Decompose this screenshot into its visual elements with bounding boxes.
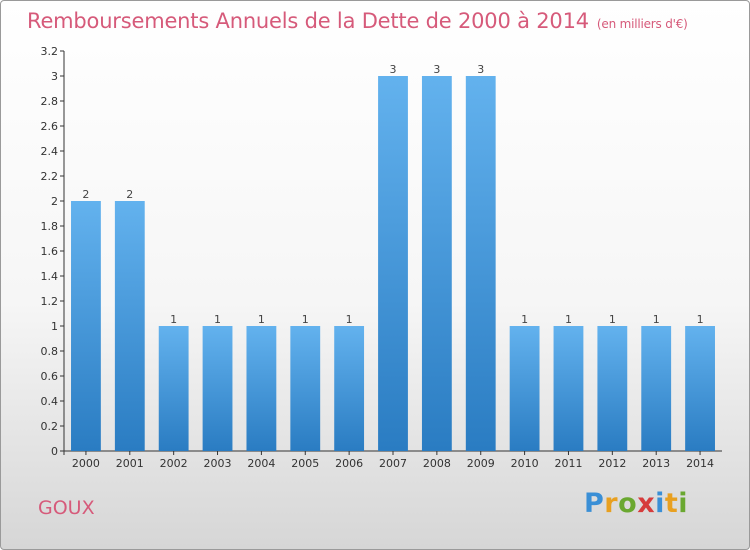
data-label: 2: [126, 188, 133, 201]
data-label: 1: [653, 313, 660, 326]
x-tick-label: 2008: [423, 457, 451, 470]
y-tick-label: 3: [51, 70, 58, 83]
bar: [641, 326, 672, 451]
y-tick-label: 3.2: [41, 45, 59, 58]
data-label: 1: [697, 313, 704, 326]
x-tick-label: 2005: [291, 457, 319, 470]
bar: [158, 326, 189, 451]
x-tick-label: 2011: [554, 457, 582, 470]
data-label: 3: [433, 63, 440, 76]
bar: [290, 326, 321, 451]
logo-letter: r: [604, 488, 619, 519]
bar: [465, 76, 496, 451]
y-tick-label: 2.4: [41, 145, 59, 158]
chart-subtitle: (en milliers d'€): [596, 17, 688, 31]
x-tick-label: 2002: [160, 457, 188, 470]
y-tick-label: 2.6: [41, 120, 59, 133]
data-label: 1: [346, 313, 353, 326]
bar: [71, 201, 101, 451]
x-tick-label: 2006: [335, 457, 363, 470]
y-tick-label: 1.4: [41, 270, 59, 283]
x-tick-label: 2001: [116, 457, 144, 470]
x-tick-label: 2007: [379, 457, 407, 470]
bar: [553, 326, 584, 451]
y-tick-label: 0.2: [41, 420, 59, 433]
y-tick-label: 2.2: [41, 170, 59, 183]
logo-letter: P: [584, 488, 605, 519]
chart-title: Remboursements Annuels de la Dette de 20…: [27, 9, 688, 33]
data-label: 3: [390, 63, 397, 76]
bar: [685, 326, 715, 451]
y-tick-label: 1: [51, 320, 58, 333]
proxiti-logo: Proxiti: [584, 488, 688, 519]
x-tick-label: 2012: [598, 457, 626, 470]
y-tick-label: 0: [51, 445, 58, 458]
y-tick-label: 1.6: [41, 245, 59, 258]
data-label: 1: [258, 313, 265, 326]
x-tick-label: 2004: [247, 457, 275, 470]
logo-letter: t: [664, 488, 679, 519]
x-tick-label: 2003: [204, 457, 232, 470]
data-label: 1: [521, 313, 528, 326]
y-tick-label: 0.8: [41, 345, 59, 358]
x-tick-label: 2000: [72, 457, 100, 470]
y-tick-label: 2: [51, 195, 58, 208]
x-tick-label: 2013: [642, 457, 670, 470]
data-label: 2: [82, 188, 89, 201]
logo-letter: x: [637, 488, 656, 519]
bar: [421, 76, 452, 451]
bar: [378, 76, 408, 451]
bar: [509, 326, 540, 451]
data-label: 1: [214, 313, 221, 326]
y-tick-label: 0.4: [41, 395, 59, 408]
x-tick-label: 2010: [511, 457, 539, 470]
y-tick-label: 2.8: [41, 95, 59, 108]
y-tick-label: 0.6: [41, 370, 59, 383]
x-tick-label: 2009: [467, 457, 495, 470]
logo-letter: o: [618, 488, 638, 519]
data-label: 1: [565, 313, 572, 326]
logo-letter: i: [678, 488, 689, 519]
y-tick-label: 1.2: [41, 295, 59, 308]
commune-name: GOUX: [38, 497, 95, 519]
bar: [597, 326, 628, 451]
data-label: 3: [477, 63, 484, 76]
x-tick-label: 2014: [686, 457, 714, 470]
bar: [114, 201, 145, 451]
bar: [246, 326, 277, 451]
logo-letter: i: [655, 488, 665, 519]
data-label: 1: [170, 313, 177, 326]
data-label: 1: [302, 313, 309, 326]
y-tick-label: 1.8: [41, 220, 59, 233]
bar: [334, 326, 365, 451]
data-label: 1: [609, 313, 616, 326]
bar: [202, 326, 233, 451]
